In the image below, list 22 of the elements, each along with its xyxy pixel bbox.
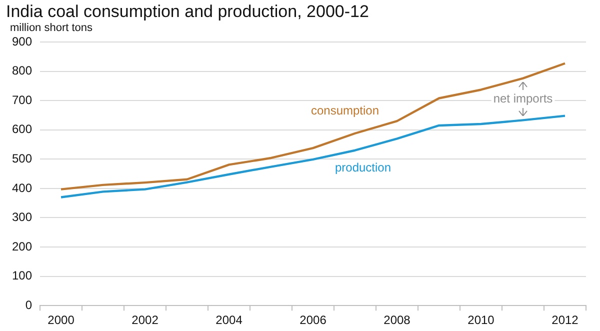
y-tick-label: 400 [12,180,32,195]
x-tick-label: 2006 [300,313,327,328]
y-tick-label: 800 [12,64,32,78]
y-tick-label: 700 [12,92,32,107]
series-label: production [334,160,392,175]
x-tick-label: 2012 [552,313,579,328]
x-tick-label: 2000 [48,313,75,328]
y-tick-label: 600 [12,122,32,136]
x-tick-label: 2008 [384,313,411,328]
x-tick-label: 2002 [132,313,159,328]
y-tick-label: 300 [12,210,32,224]
x-tick-label: 2010 [468,313,495,328]
y-tick-label: 500 [12,151,32,166]
series-label: consumption [310,104,380,118]
y-tick-label: 100 [12,268,32,283]
y-tick-label: 200 [12,239,32,254]
y-tick-label: 0 [25,298,32,312]
chart-title: India coal consumption and production, 2000-12 [6,2,369,22]
x-tick-label: 2004 [216,313,243,328]
y-axis-title: million short tons [10,22,93,34]
annotation: net imports [493,92,553,106]
y-tick-label: 900 [12,34,32,48]
